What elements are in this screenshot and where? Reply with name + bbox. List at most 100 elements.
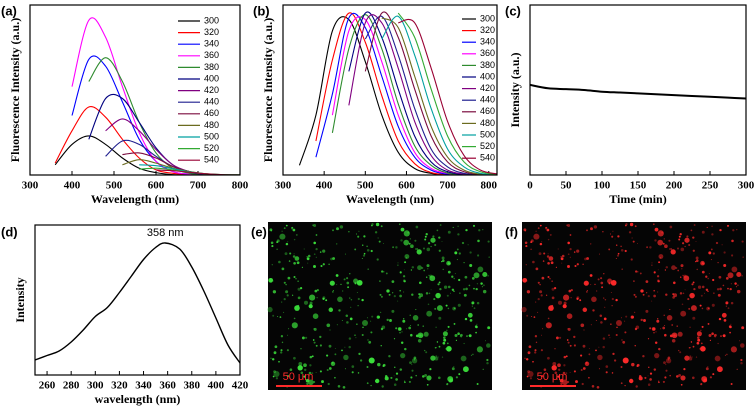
particle xyxy=(573,251,576,253)
particle xyxy=(692,376,695,380)
particle xyxy=(293,253,295,255)
particle xyxy=(337,296,343,303)
particle xyxy=(356,323,358,325)
legend-label: 340 xyxy=(480,37,495,47)
particle xyxy=(288,328,290,330)
particle xyxy=(734,282,737,285)
particle xyxy=(381,385,384,388)
particle xyxy=(322,296,326,300)
particle xyxy=(727,307,730,310)
particle xyxy=(393,383,397,386)
particle xyxy=(322,249,326,253)
particle xyxy=(652,223,655,226)
legend-label: 480 xyxy=(480,118,495,128)
particle xyxy=(472,224,476,227)
particle xyxy=(598,368,600,370)
particle xyxy=(608,334,610,336)
particle xyxy=(446,342,449,345)
particle xyxy=(679,292,683,295)
particle xyxy=(700,383,703,386)
particle xyxy=(548,256,554,261)
particle xyxy=(699,348,701,350)
particle xyxy=(285,242,289,246)
legend-label: 460 xyxy=(204,108,219,118)
particle xyxy=(611,235,614,238)
particle xyxy=(377,362,381,367)
particle xyxy=(574,264,577,268)
particle xyxy=(567,253,570,256)
particle xyxy=(423,331,429,337)
y-axis-title: Fluorescence Intensity (a.u.) xyxy=(8,18,22,162)
particle xyxy=(267,306,273,313)
particle xyxy=(301,336,305,340)
particle xyxy=(368,357,375,364)
particle xyxy=(280,351,283,354)
particle xyxy=(472,353,474,356)
legend-label: 500 xyxy=(204,131,219,141)
particle xyxy=(575,380,578,384)
particle xyxy=(534,349,537,352)
particle xyxy=(399,332,401,334)
particle xyxy=(550,261,554,265)
particle xyxy=(397,262,399,264)
particle xyxy=(316,288,319,292)
particle xyxy=(543,368,547,372)
x-axis-title: Time (min) xyxy=(609,192,666,206)
particle xyxy=(539,290,543,294)
particle xyxy=(410,333,413,337)
particle xyxy=(662,242,665,245)
particle xyxy=(664,333,667,337)
particle xyxy=(595,349,597,352)
micrograph xyxy=(267,222,492,390)
data-line xyxy=(348,11,497,175)
particle xyxy=(330,361,336,367)
particle xyxy=(293,238,296,241)
particle xyxy=(540,294,543,297)
particle xyxy=(465,228,468,232)
particle xyxy=(432,235,435,238)
particle xyxy=(711,303,715,307)
particle xyxy=(413,356,417,360)
particle xyxy=(437,356,439,358)
particle xyxy=(706,306,710,311)
particle xyxy=(683,274,687,279)
particle xyxy=(399,294,402,298)
particle xyxy=(547,356,550,360)
particle xyxy=(273,370,277,374)
particle xyxy=(634,295,637,298)
particle xyxy=(560,382,563,386)
particle xyxy=(477,254,480,257)
particle xyxy=(722,334,725,337)
particle xyxy=(357,372,360,374)
particle xyxy=(592,309,595,312)
particle xyxy=(447,307,450,310)
particle xyxy=(313,253,316,256)
particle xyxy=(681,242,685,245)
particle xyxy=(639,272,642,275)
particle xyxy=(299,286,303,290)
particle xyxy=(667,356,671,360)
particle xyxy=(730,301,734,305)
data-line xyxy=(71,17,240,175)
particle xyxy=(460,355,467,362)
particle xyxy=(553,286,557,290)
particle xyxy=(601,286,604,289)
particle xyxy=(471,305,473,307)
particle xyxy=(633,293,636,296)
particle xyxy=(315,247,318,251)
particle xyxy=(350,298,353,301)
particle xyxy=(473,307,476,310)
particle xyxy=(671,332,678,339)
particle xyxy=(445,304,448,307)
particle xyxy=(557,300,563,305)
particle xyxy=(624,384,626,387)
particle xyxy=(535,301,537,303)
particle xyxy=(576,297,579,300)
particle xyxy=(602,231,604,233)
particle xyxy=(541,276,545,280)
data-line xyxy=(397,12,497,175)
particle xyxy=(463,293,467,297)
particle xyxy=(341,320,343,322)
particle xyxy=(453,322,456,325)
particle xyxy=(455,376,458,379)
